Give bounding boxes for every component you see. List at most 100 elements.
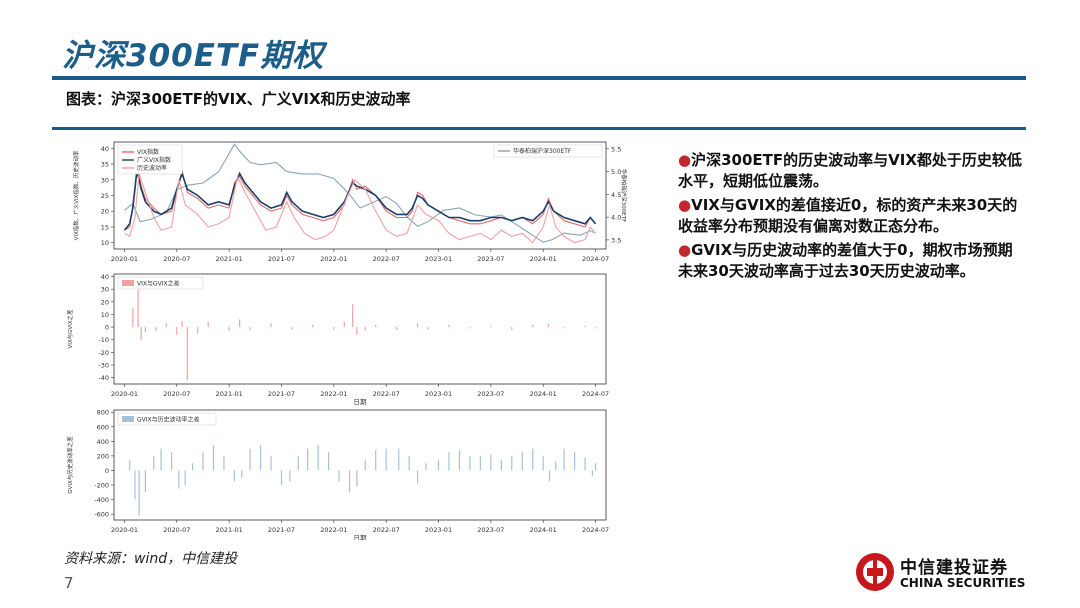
x-tick-label: 2022-01 [320, 255, 347, 263]
china-securities-logo-icon [856, 553, 894, 591]
y-axis-label-right: 华泰柏瑞沪深300ETF [620, 169, 628, 223]
chart-svg: 2020-01 2020-07 2021-01 2021-07 2022-01 2022-… [66, 141, 628, 542]
x-tick-label: 2022-01 [320, 390, 347, 398]
x-tick-label: 2023-07 [477, 526, 504, 534]
bullet-dot-icon: ● [678, 151, 692, 169]
x-tick-label: 2020-07 [163, 526, 190, 534]
legend: VIX与GVIX之差 [117, 276, 204, 290]
logo-text-en: CHINA SECURITIES [900, 576, 1026, 590]
y-tick-label: 0 [105, 324, 109, 332]
y-tick-label: -200 [94, 482, 109, 490]
page-title: 沪深300ETF期权 [62, 38, 325, 74]
y-tick-label: 30 [101, 176, 109, 184]
y-tick-label: 10 [101, 311, 109, 319]
chart-panel-1: 2020-01 2020-07 2021-01 2021-07 2022-01 2022-… [72, 141, 628, 263]
x-tick-label: 2021-07 [268, 526, 295, 534]
x-tick-label: 2021-01 [216, 526, 243, 534]
plot-frame [113, 273, 607, 385]
page-number: 7 [64, 574, 74, 592]
legend-label: VIX指数 [137, 148, 159, 156]
chart-panel-3: 2020-01 2020-07 2021-01 2021-07 2022-01 2022-… [66, 409, 609, 542]
bullet-dot-icon: ● [678, 196, 692, 214]
y-axis-label: GVIX与历史波动率之差 [66, 436, 74, 494]
y-tick-label: -20 [98, 349, 109, 357]
x-tick-label: 2022-07 [373, 526, 400, 534]
y-tick-label: 10 [101, 239, 109, 247]
bullet-text: 沪深300ETF的历史波动率与VIX都处于历史较低水平，短期低位震荡。 [678, 151, 1022, 190]
x-tick-label: 2021-07 [268, 255, 295, 263]
x-tick-label: 2020-07 [163, 390, 190, 398]
y-tick-label: 30 [101, 286, 109, 294]
y-tick-label: 25 [101, 192, 109, 200]
y-tick-label: -40 [98, 374, 109, 382]
legend-label: 历史波动率 [137, 164, 167, 172]
y-tick-label: 0 [105, 467, 109, 475]
bullet-item-hv: ●沪深300ETF的历史波动率与VIX都处于历史较低水平，短期低位震荡。 [678, 150, 1023, 192]
legend-box [493, 144, 603, 158]
x-tick-label: 2022-07 [373, 390, 400, 398]
x-tick-label: 2020-01 [111, 390, 138, 398]
x-axis-label: 日期 [354, 398, 368, 406]
x-tick-label: 2021-01 [216, 255, 243, 263]
logo-text-cn: 中信建投证券 [900, 558, 1008, 578]
y-tick-label: 15 [101, 223, 109, 231]
legend: GVIX与历史波动率之差 [117, 412, 217, 426]
chart-subtitle: 图表：沪深300ETF的VIX、广义VIX和历史波动率 [66, 90, 411, 108]
legend-right: 华泰柏瑞沪深300ETF [493, 144, 603, 158]
x-tick-label: 2023-01 [425, 255, 452, 263]
x-tick-label: 2020-01 [111, 255, 138, 263]
x-tick-label: 2020-01 [111, 526, 138, 534]
plot-frame [113, 409, 607, 521]
y-tick-label: 20 [101, 208, 109, 216]
y-tick-label-right: 5.5 [611, 145, 621, 153]
y-tick-label: -30 [98, 362, 109, 370]
x-tick-label: 2023-07 [477, 255, 504, 263]
chart-panel: 2020-01 2020-07 2021-01 2021-07 2022-01 2022-… [62, 132, 634, 544]
bullet-text: GVIX与历史波动率的差值大于0，期权市场预期未来30天波动率高于过去30天历史… [678, 241, 1013, 280]
x-tick-label: 2021-01 [216, 390, 243, 398]
y-tick-label: 35 [101, 161, 109, 169]
x-tick-label: 2022-07 [373, 255, 400, 263]
series-line [123, 170, 597, 231]
series-line [124, 173, 596, 244]
y-tick-label-right: 4.5 [611, 191, 621, 199]
x-tick-label: 2023-01 [425, 526, 452, 534]
y-tick-label: 40 [101, 273, 109, 281]
plot-frame [113, 141, 607, 250]
legend-label: VIX与GVIX之差 [137, 280, 180, 288]
source-note: 资料来源：wind，中信建投 [64, 551, 238, 567]
x-tick-label: 2020-07 [163, 255, 190, 263]
legend-box [117, 276, 204, 290]
y-tick-label: 40 [101, 145, 109, 153]
legend-label: 广义VIX指数 [137, 156, 171, 164]
y-tick-label-right: 3.5 [611, 236, 621, 244]
legend-label: 华泰柏瑞沪深300ETF [513, 147, 572, 155]
y-tick-label: 20 [101, 298, 109, 306]
x-tick-label: 2024-01 [530, 255, 557, 263]
bullet-item-vix-gvix: ●VIX与GVIX的差值接近0，标的资产未来30天的收益率分布预期没有偏离对数正… [678, 195, 1023, 237]
series-line [124, 143, 596, 243]
x-tick-label: 2022-01 [320, 526, 347, 534]
legend-box [117, 412, 217, 426]
y-tick-label: -400 [94, 496, 109, 504]
y-tick-label: 600 [97, 423, 109, 431]
x-tick-label: 2024-07 [582, 255, 609, 263]
x-tick-label: 2024-01 [530, 526, 557, 534]
legend-swatch [122, 416, 134, 422]
y-tick-label: -600 [94, 511, 109, 519]
chart-panel-2: 2020-01 2020-07 2021-01 2021-07 2022-01 2022-… [66, 273, 609, 406]
y-tick-label: 400 [97, 438, 109, 446]
y-tick-label-right: 5.0 [611, 168, 621, 176]
y-tick-label-right: 4.0 [611, 214, 621, 222]
legend-swatch [122, 280, 134, 286]
bullet-item-gvix-hv: ●GVIX与历史波动率的差值大于0，期权市场预期未来30天波动率高于过去30天历… [678, 240, 1023, 282]
y-tick-label: 200 [97, 452, 109, 460]
x-tick-label: 2024-07 [582, 526, 609, 534]
x-tick-label: 2021-07 [268, 390, 295, 398]
bullet-list: ●沪深300ETF的历史波动率与VIX都处于历史较低水平，短期低位震荡。 ●VI… [678, 150, 1023, 285]
subtitle-divider [52, 127, 1026, 130]
y-axis-label: VIX与GVIX之差 [66, 309, 74, 349]
title-divider [52, 76, 1026, 80]
y-axis-label-left: VIX指数、广义VIX指数、历史波动率 [72, 150, 80, 240]
